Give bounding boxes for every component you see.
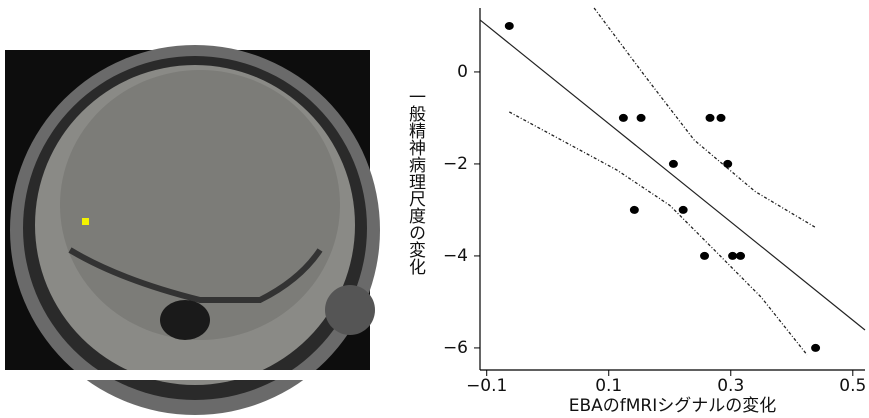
y-tick-label: 0	[457, 62, 468, 82]
x-axis-label: EBAのfMRIシグナルの変化	[569, 396, 777, 416]
data-point	[811, 344, 820, 352]
data-point	[619, 114, 628, 122]
figure: 0 −2 −4 −6 −0.1 0.1 0.3 0.5 EBAのfMRIシグナルの変化	[0, 0, 869, 418]
regression-line	[480, 20, 865, 330]
x-tick-label: 0.3	[717, 376, 744, 396]
x-tick-label: 0.1	[595, 376, 622, 396]
y-tick-label: −6	[443, 338, 468, 358]
data-point	[717, 114, 726, 122]
data-point	[505, 22, 514, 30]
data-point	[630, 206, 639, 214]
x-tick-label: −0.1	[466, 376, 507, 396]
mri-image	[5, 45, 380, 415]
data-point	[700, 252, 709, 260]
data-point	[736, 252, 745, 260]
y-tick-label: −4	[443, 246, 468, 266]
x-tick-label: 0.5	[839, 376, 866, 396]
data-point	[679, 206, 688, 214]
data-point	[723, 160, 732, 168]
data-point	[706, 114, 715, 122]
confidence-band-lower	[509, 112, 807, 355]
data-point	[728, 252, 737, 260]
data-point	[637, 114, 646, 122]
y-axis-label: 一般精神病理尺度の変化	[405, 88, 425, 275]
data-point	[669, 160, 678, 168]
y-tick-label: −2	[443, 154, 468, 174]
page: 0 −2 −4 −6 −0.1 0.1 0.3 0.5 EBAのfMRIシグナルの変化 一般精神…	[0, 0, 869, 418]
